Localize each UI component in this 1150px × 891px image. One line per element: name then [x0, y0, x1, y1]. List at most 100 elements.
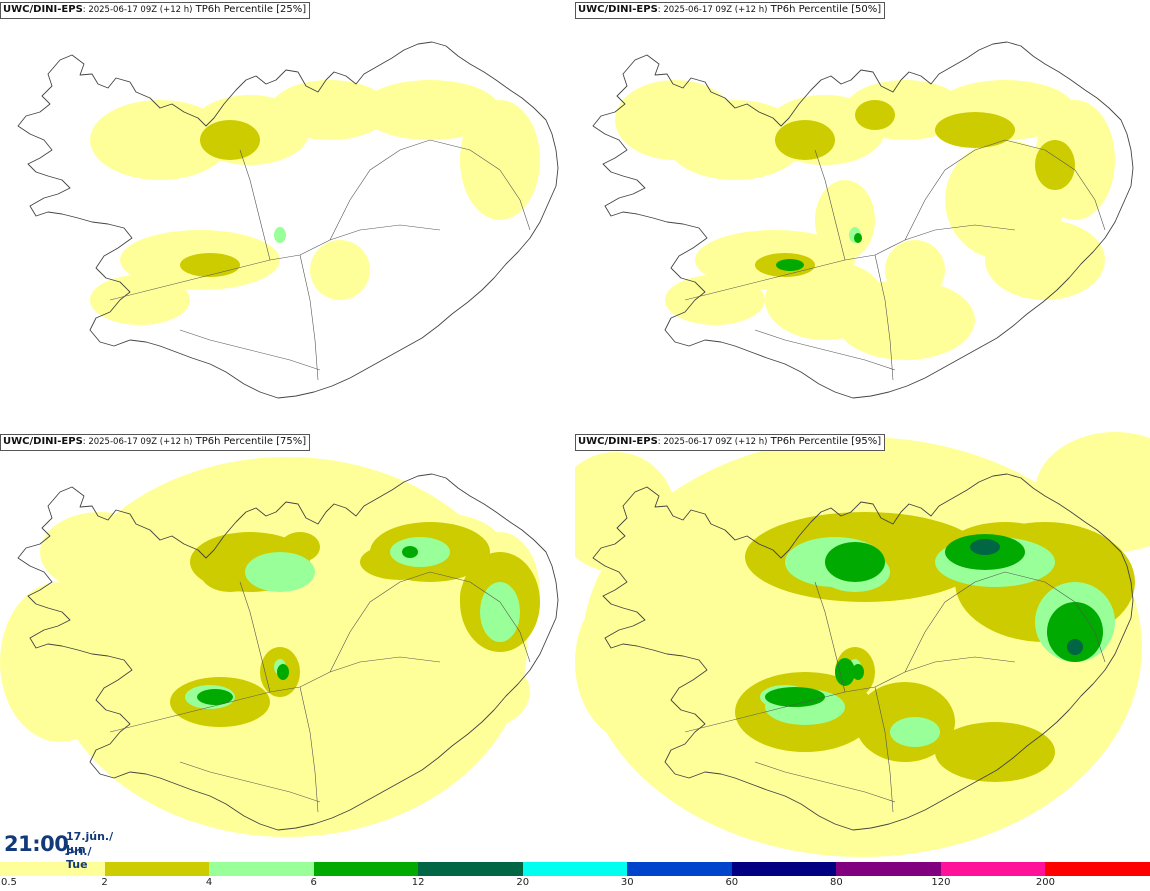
precip-area [1035, 140, 1075, 190]
road-line [904, 139, 1076, 241]
precip-area [1047, 602, 1103, 662]
colorbar-segment [0, 862, 106, 876]
precip-area [402, 546, 418, 558]
precip-area [835, 658, 855, 686]
coastline [592, 473, 1134, 831]
colorbar-segment [209, 862, 315, 876]
precip-area [270, 80, 390, 140]
road-line [299, 254, 319, 381]
precip-area [776, 259, 804, 271]
precip-area [390, 537, 450, 567]
precip-area [460, 100, 540, 220]
precip-area [480, 582, 520, 642]
colorbar-segment [627, 862, 733, 876]
panel-title: UWC/DINI-EPS: 2025-06-17 09Z (+12 h) TP6… [0, 2, 311, 19]
colorbar-labels: 0.5 2 4 6 12 20 30 60 80 120 200 [0, 876, 1150, 891]
road-line [754, 329, 896, 371]
precip-area [245, 552, 315, 592]
colorbar-tick-label: 20 [516, 877, 530, 888]
road-line [874, 254, 894, 381]
precip-area [274, 227, 286, 243]
road-line [684, 224, 1016, 301]
precip-map [0, 457, 559, 837]
colorbar [0, 862, 1150, 876]
precip-area [855, 100, 895, 130]
precip-map [575, 432, 1150, 857]
precip-area [615, 80, 735, 160]
colorbar-segment [313, 862, 419, 876]
colorbar-segment [940, 862, 1046, 876]
colorbar-segment [836, 862, 942, 876]
precip-area [360, 80, 500, 140]
road-line [179, 761, 321, 803]
colorbar-tick-label: 6 [310, 877, 317, 888]
colorbar-tick-label: 2 [101, 877, 108, 888]
map-panel-p95: UWC/DINI-EPS: 2025-06-17 09Z (+12 h) TP6… [575, 432, 1150, 862]
precip-area [935, 112, 1015, 148]
precip-area [825, 542, 885, 582]
colorbar-tick-label: 200 [1035, 877, 1055, 888]
road-line [499, 601, 531, 663]
colorbar-tick-label: 4 [205, 877, 213, 888]
road-line [754, 761, 896, 803]
panel-title: UWC/DINI-EPS: 2025-06-17 09Z (+12 h) TP6… [575, 2, 886, 19]
precip-area [665, 275, 765, 325]
precip-area [277, 664, 289, 680]
valid-date: 17.jún./ Jun [66, 830, 114, 856]
precip-area [197, 689, 233, 705]
precip-area [1035, 432, 1150, 552]
precip-area [1067, 639, 1083, 655]
map-panel-p75: UWC/DINI-EPS: 2025-06-17 09Z (+12 h) TP6… [0, 432, 575, 862]
road-line [109, 224, 441, 301]
road-line [684, 656, 1016, 733]
precip-area [890, 717, 940, 747]
map-panel-p50: UWC/DINI-EPS: 2025-06-17 09Z (+12 h) TP6… [575, 0, 1150, 430]
colorbar-segment [731, 862, 837, 876]
precip-area [200, 120, 260, 160]
road-line [499, 169, 531, 231]
colorbar-tick-label: 30 [620, 877, 634, 888]
precip-area [180, 253, 240, 277]
precip-map [592, 41, 1134, 399]
precip-area [90, 275, 190, 325]
colorbar-tick-label: 80 [829, 877, 843, 888]
precip-area [310, 240, 370, 300]
road-line [329, 139, 501, 241]
precip-area [985, 220, 1105, 300]
colorbar-segment [418, 862, 524, 876]
road-line [904, 571, 1076, 673]
road-line [179, 329, 321, 371]
road-line [329, 571, 501, 673]
colorbar-segment [1045, 862, 1150, 876]
precip-map [17, 41, 559, 399]
road-line [874, 686, 894, 813]
valid-hour: 21:00 [4, 832, 69, 856]
colorbar-segment [522, 862, 628, 876]
colorbar-segment [104, 862, 210, 876]
map-panel-p25: UWC/DINI-EPS: 2025-06-17 09Z (+12 h) TP6… [0, 0, 575, 430]
panel-title: UWC/DINI-EPS: 2025-06-17 09Z (+12 h) TP6… [575, 434, 886, 451]
precip-area [854, 233, 862, 243]
precip-area [970, 539, 1000, 555]
road-line [239, 149, 271, 261]
road-line [239, 581, 271, 693]
colorbar-tick-label: 120 [931, 877, 951, 888]
road-line [1074, 601, 1106, 663]
colorbar-tick-label: 60 [725, 877, 739, 888]
coastline [592, 41, 1134, 399]
road-line [814, 581, 846, 693]
valid-time-box: 21:00 17.jún./ Jun Þri./ Tue [0, 826, 114, 871]
precip-area [775, 120, 835, 160]
colorbar-tick-label: 0.5 [1, 877, 17, 888]
road-line [1074, 169, 1106, 231]
panel-title: UWC/DINI-EPS: 2025-06-17 09Z (+12 h) TP6… [0, 434, 311, 451]
road-line [299, 686, 319, 813]
precip-area [47, 457, 527, 837]
valid-day: Þri./ Tue [66, 845, 92, 871]
colorbar-tick-label: 12 [411, 877, 425, 888]
coastline [17, 473, 559, 831]
road-line [109, 656, 441, 733]
precip-area [0, 582, 120, 742]
coastline [17, 41, 559, 399]
road-line [814, 149, 846, 261]
